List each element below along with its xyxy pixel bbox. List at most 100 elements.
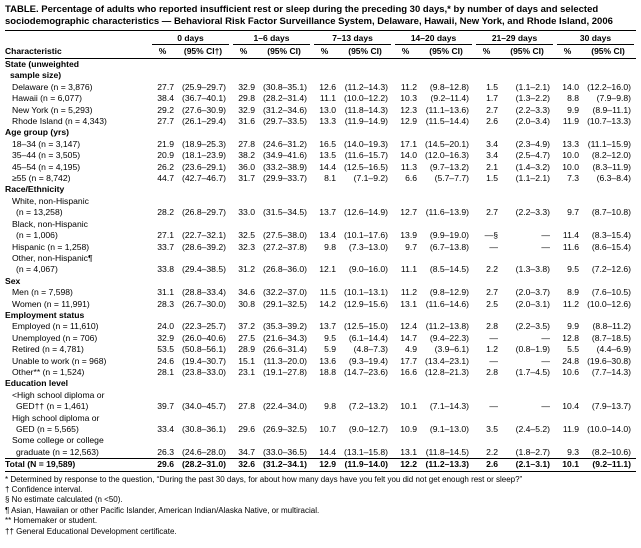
- section-row: Employment status: [5, 310, 636, 321]
- pct-cell: 37.2: [238, 321, 255, 332]
- pct-cell: 12.3: [400, 104, 418, 115]
- pct-cell: —: [489, 241, 499, 252]
- pct-cell: 33.8: [157, 264, 174, 275]
- pct-cell: 28.9: [238, 344, 255, 355]
- pct-cell: 8.1: [324, 173, 337, 184]
- pct-cell: 27.7: [157, 81, 174, 92]
- pct-cell: 13.9: [400, 230, 418, 241]
- row-label: ≥55 (n = 8,742): [12, 173, 71, 184]
- pct-cell: 33.7: [157, 241, 174, 252]
- ci-cell: (26.6–31.4): [263, 344, 308, 355]
- ci-cell: (11.1–15.9): [587, 138, 632, 149]
- pct-cell: —: [489, 355, 499, 366]
- pct-cell: 27.1: [157, 230, 174, 241]
- table-row: ≥55 (n = 8,742) 44.7 (42.7–46.7) 31.7 (29.9–…: [5, 173, 636, 184]
- ci-cell: (23.8–33.0): [182, 366, 226, 377]
- pct-cell: 9.7: [567, 207, 580, 218]
- pct-cell: 12.8: [562, 332, 580, 343]
- pct-cell: 13.4: [319, 230, 337, 241]
- ci-cell: (11.1–13.6): [425, 104, 470, 115]
- pct-cell: 32.9: [157, 332, 174, 343]
- ci-cell: (30.8–35.1): [263, 81, 308, 92]
- footnote: ** Homemaker or student.: [5, 516, 98, 526]
- ci-cell: (0.8–1.9): [515, 344, 551, 355]
- table-row: Black, non-Hispanic (n = 1,006) 27.1 (22.7–…: [5, 219, 636, 242]
- ci-cell: (8.3–15.4): [591, 230, 632, 241]
- pct-cell: 36.0: [238, 161, 255, 172]
- pct-cell: 32.6: [231, 458, 256, 472]
- pct-cell: 11.2: [400, 81, 418, 92]
- ci-cell: (5.7–7.7): [434, 173, 470, 184]
- pct-cell: 3.5: [486, 424, 499, 434]
- table-row: High school diploma or GED (n = 5,565) 33.…: [5, 413, 636, 436]
- ci-cell: (27.6–30.9): [182, 104, 226, 115]
- ci-cell: —: [541, 401, 551, 412]
- ci-cell: (4.8–7.3): [353, 344, 389, 355]
- ci-cell: (26.1–29.4): [182, 116, 226, 127]
- ci-cell: (12.2–16.0): [587, 81, 632, 92]
- ci-cell: (2.2–3.3): [515, 207, 551, 218]
- pct-cell: 53.5: [157, 344, 174, 355]
- pct-cell: 12.1: [319, 264, 337, 275]
- col-group-label: 30 days: [557, 31, 635, 45]
- pct-cell: 21.9: [157, 138, 174, 149]
- footnote: * Determined by response to the question…: [5, 474, 523, 484]
- pct-cell: 33.4: [157, 424, 174, 434]
- ci-cell: (26.0–40.6): [182, 332, 226, 343]
- ci-cell: (12.9–15.6): [344, 298, 389, 309]
- table-body: State (unweighted sample size) Delaware (n…: [5, 59, 637, 472]
- pct-cell: 14.0: [400, 150, 418, 161]
- pct-cell: 34.6: [238, 287, 255, 298]
- ci-cell: (21.6–34.3): [263, 332, 308, 343]
- ci-cell: (2.2–3.3): [515, 104, 551, 115]
- table-row: 35–44 (n = 3,505) 20.9 (18.1–23.9) 38.2 (34.…: [5, 150, 636, 161]
- ci-cell: (29.4–38.5): [182, 264, 226, 275]
- pct-cell: 32.3: [238, 241, 255, 252]
- pct-cell: 38.2: [238, 150, 255, 161]
- pct-cell: 3.4: [486, 138, 499, 149]
- pct-cell: 13.0: [319, 104, 337, 115]
- pct-cell: 10.7: [319, 424, 337, 434]
- row-label: Employed (n = 11,610): [12, 321, 99, 332]
- ci-cell: (35.3–39.2): [263, 321, 308, 332]
- ci-cell: —: [541, 241, 551, 252]
- pct-cell: 29.6: [150, 458, 175, 472]
- pct-cell: 2.6: [474, 458, 500, 472]
- ci-cell: (8.2–12.0): [591, 150, 632, 161]
- pct-header: %: [150, 45, 175, 59]
- table-row: 18–34 (n = 3,147) 21.9 (18.9–25.3) 27.8 (24.…: [5, 139, 636, 150]
- ci-cell: (24.6–28.0): [182, 446, 226, 457]
- ci-cell: (33.0–36.5): [263, 446, 308, 457]
- ci-cell: (14.0–19.3): [344, 138, 389, 149]
- pct-cell: 13.7: [319, 207, 337, 218]
- ci-cell: (11.9–14.9): [344, 116, 389, 127]
- pct-cell: 24.8: [562, 355, 580, 366]
- ci-header: (95% CI): [418, 45, 475, 59]
- ci-cell: (7.1–14.3): [429, 401, 470, 412]
- ci-cell: (7.2–13.2): [348, 401, 389, 412]
- ci-cell: (24.6–31.2): [263, 138, 308, 149]
- pct-cell: 13.3: [319, 116, 337, 127]
- table-row: Hispanic (n = 1,258) 33.7 (28.6–39.2) 32.3 (…: [5, 242, 636, 253]
- ci-cell: (2.4–5.2): [515, 424, 551, 434]
- footnote: †† General Educational Development certi…: [5, 526, 177, 536]
- pct-cell: 20.9: [157, 150, 174, 161]
- ci-header: (95% CI): [499, 45, 556, 59]
- pct-cell: 24.6: [157, 355, 174, 366]
- ci-cell: (1.3–3.8): [515, 264, 551, 275]
- pct-cell: 32.5: [238, 230, 255, 241]
- pct-cell: 4.9: [405, 344, 418, 355]
- ci-cell: (8.9–11.1): [592, 104, 632, 115]
- ci-cell: (7.6–10.5): [591, 287, 632, 298]
- col-group-30-days: 30 days: [555, 31, 636, 45]
- row-label: Unemployed (n = 706): [12, 332, 98, 343]
- row-label: Black, non-Hispanic (n = 1,006): [12, 218, 88, 241]
- ci-header: (95% CI): [337, 45, 394, 59]
- pct-cell: 9.5: [324, 332, 337, 343]
- pct-cell: 15.1: [238, 355, 255, 366]
- pct-cell: 28.2: [157, 207, 174, 218]
- ci-cell: (9.1–13.0): [429, 424, 470, 434]
- pct-cell: —: [489, 332, 499, 343]
- pct-cell: 9.8: [324, 401, 337, 412]
- ci-cell: (28.6–39.2): [182, 241, 226, 252]
